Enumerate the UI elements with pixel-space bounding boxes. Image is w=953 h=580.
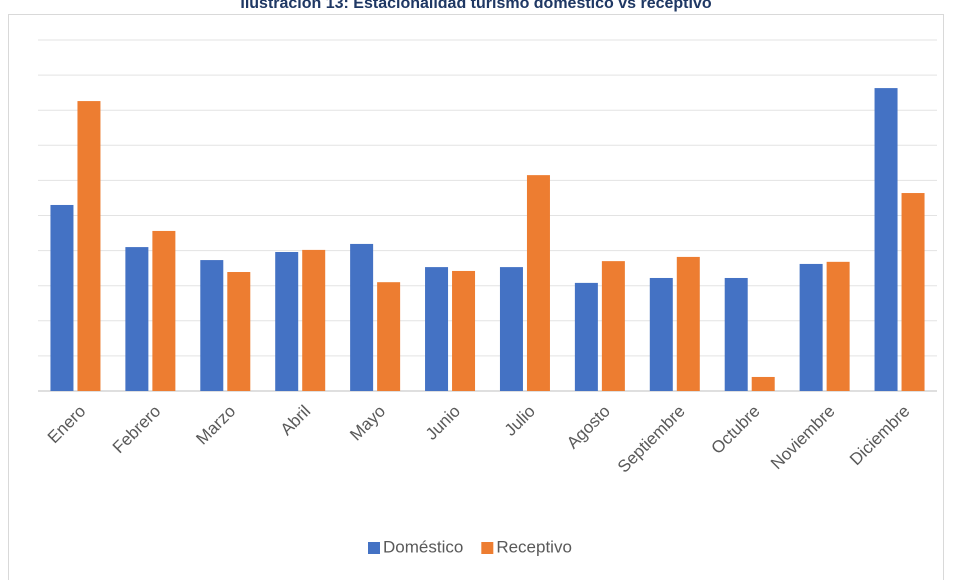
bar	[526, 175, 550, 391]
bar	[125, 247, 149, 391]
bar	[799, 263, 823, 391]
bar	[275, 252, 299, 391]
bar	[901, 193, 925, 391]
legend-swatch	[481, 542, 494, 554]
bar	[751, 376, 775, 391]
bar	[200, 260, 224, 391]
bar	[50, 204, 74, 391]
bar	[676, 256, 700, 391]
bar	[377, 282, 401, 391]
bar	[649, 277, 673, 391]
bar	[425, 267, 449, 391]
bar	[227, 272, 251, 391]
bar	[452, 270, 476, 391]
bar	[724, 277, 748, 391]
bar	[350, 243, 374, 391]
bar	[499, 267, 523, 391]
bar	[302, 249, 326, 391]
bar	[77, 101, 101, 391]
chart-title: Ilustración 13: Estacionalidad turismo d…	[240, 0, 711, 12]
bar	[574, 282, 598, 391]
bar	[826, 261, 850, 391]
legend-label: Receptivo	[496, 537, 572, 556]
legend-label: Doméstico	[383, 537, 463, 556]
bar	[601, 261, 625, 391]
bar	[152, 230, 176, 391]
legend-swatch	[368, 542, 380, 554]
bar	[874, 88, 898, 391]
